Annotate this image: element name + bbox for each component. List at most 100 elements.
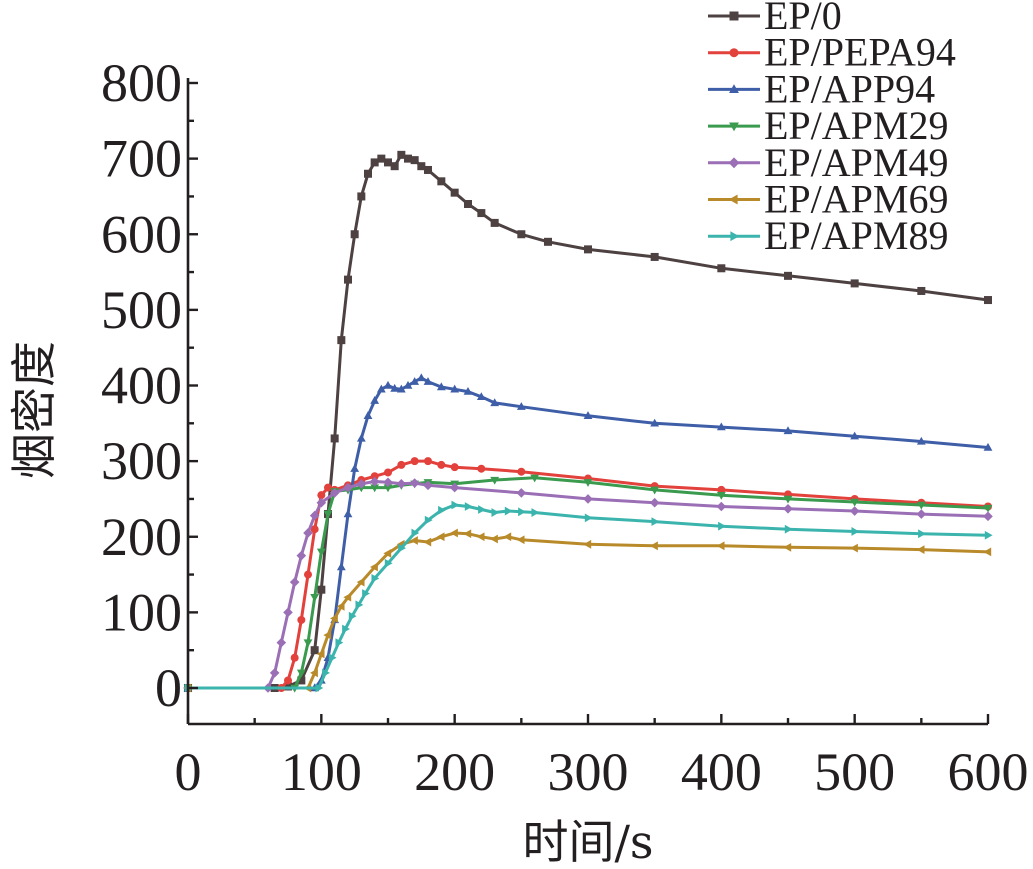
data-point xyxy=(316,548,326,557)
data-point xyxy=(423,480,433,491)
data-point xyxy=(584,245,592,254)
series-line xyxy=(186,459,990,690)
data-point xyxy=(516,535,525,545)
data-point xyxy=(783,426,793,435)
data-point xyxy=(716,501,727,512)
data-point xyxy=(583,479,593,487)
data-point xyxy=(384,558,393,568)
data-point xyxy=(363,411,373,419)
y-axis-ticks: 0 100 200 300 400 500 600 700 800 xyxy=(101,53,198,718)
data-point xyxy=(784,524,793,534)
data-point xyxy=(396,384,406,393)
data-point xyxy=(310,594,320,602)
data-point xyxy=(490,218,499,227)
series-4 xyxy=(183,474,993,693)
y-tick-label: 600 xyxy=(101,204,182,264)
data-point xyxy=(716,491,726,500)
data-point xyxy=(348,611,357,621)
data-point xyxy=(310,525,319,534)
data-point xyxy=(424,515,433,525)
data-point xyxy=(438,505,446,515)
data-point xyxy=(450,384,460,393)
data-point xyxy=(544,237,552,246)
data-point xyxy=(343,509,353,518)
data-point xyxy=(516,402,526,410)
legend-item: EP/APM29 xyxy=(708,103,949,148)
data-point xyxy=(383,477,393,488)
data-point xyxy=(849,506,860,516)
data-point xyxy=(916,501,926,510)
data-point xyxy=(416,373,426,382)
legend-item: EP/APM89 xyxy=(708,213,949,258)
data-point xyxy=(850,498,860,507)
data-point xyxy=(464,200,472,208)
data-point xyxy=(376,384,386,393)
series-3 xyxy=(183,373,993,692)
data-point xyxy=(783,503,793,514)
legend-marker xyxy=(730,231,740,242)
data-point xyxy=(436,382,446,391)
data-point xyxy=(317,585,326,594)
x-tick-label: 200 xyxy=(414,742,495,802)
legend-label: EP/APM89 xyxy=(764,213,949,258)
data-point xyxy=(342,624,350,634)
x-axis-ticks: 0 100 200 300 400 500 600 xyxy=(175,714,1029,802)
data-point xyxy=(437,460,446,469)
data-point xyxy=(336,562,346,571)
data-point xyxy=(297,615,306,624)
data-point xyxy=(717,485,726,494)
y-axis-title: 烟密度 xyxy=(7,341,61,479)
data-point xyxy=(651,517,660,527)
data-point xyxy=(297,676,306,685)
data-point xyxy=(329,488,340,498)
data-point xyxy=(410,377,420,385)
data-point xyxy=(344,275,352,284)
data-point xyxy=(283,607,293,618)
data-point xyxy=(503,532,512,542)
data-point xyxy=(383,484,393,493)
data-point xyxy=(784,271,792,280)
data-point xyxy=(449,482,460,493)
data-point xyxy=(370,158,379,167)
y-tick-label: 0 xyxy=(155,658,182,718)
legend-marker xyxy=(728,194,738,205)
data-point xyxy=(423,537,432,547)
data-point xyxy=(650,486,660,495)
data-point xyxy=(384,468,392,477)
data-point xyxy=(336,601,345,611)
data-point xyxy=(850,431,860,440)
data-point xyxy=(490,476,500,485)
data-point xyxy=(369,476,380,487)
data-point xyxy=(356,577,365,587)
legend-marker xyxy=(729,122,739,132)
data-point xyxy=(410,536,418,545)
data-point xyxy=(583,411,593,419)
series-line xyxy=(186,531,990,690)
data-point xyxy=(436,532,445,542)
data-point xyxy=(463,529,472,539)
data-point xyxy=(451,500,460,510)
y-tick-label: 300 xyxy=(101,431,182,491)
data-point xyxy=(328,653,337,663)
data-point xyxy=(650,418,660,427)
data-point xyxy=(309,510,320,521)
series-7 xyxy=(184,500,993,693)
x-tick-label: 600 xyxy=(948,742,1029,802)
data-point xyxy=(517,467,526,476)
data-point xyxy=(296,669,306,678)
data-point xyxy=(396,479,407,489)
x-tick-label: 500 xyxy=(814,742,895,802)
legend-label: EP/APM49 xyxy=(764,140,949,185)
data-point xyxy=(304,570,312,579)
data-point xyxy=(290,653,299,662)
series-group xyxy=(183,150,993,693)
data-point xyxy=(303,639,313,648)
data-point xyxy=(410,457,419,466)
series-6 xyxy=(183,528,992,693)
data-point xyxy=(350,464,360,472)
data-point xyxy=(450,463,459,472)
data-point xyxy=(718,521,726,531)
x-tick-label: 300 xyxy=(548,742,629,802)
data-point xyxy=(464,502,473,511)
